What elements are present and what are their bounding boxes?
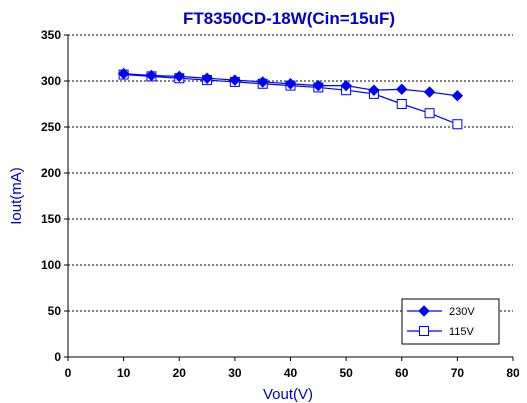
tick-labels: 0 50 100 150 200 250 300 350 0 10 20 30 40 50 60 70 80 xyxy=(41,28,520,380)
x-tick-label-40: 40 xyxy=(284,366,298,380)
y-tick-label-150: 150 xyxy=(41,212,61,226)
legend-marker-115v xyxy=(419,326,429,336)
data-point-230v-50 xyxy=(340,79,352,92)
legend-label-230v: 230V xyxy=(449,306,475,318)
x-tick-label-70: 70 xyxy=(451,366,465,380)
data-point-115v-70 xyxy=(452,119,463,130)
x-tick-label-20: 20 xyxy=(173,366,187,380)
x-tick-label-10: 10 xyxy=(117,366,131,380)
data-point-230v-45 xyxy=(312,79,325,92)
y-tick-label-0: 0 xyxy=(54,350,61,364)
data-point-230v-60 xyxy=(396,83,408,95)
data-point-230v-20 xyxy=(173,70,185,83)
data-point-230v-35 xyxy=(256,76,269,88)
data-point-115v-65 xyxy=(424,108,435,119)
legend-label-115v: 115V xyxy=(449,326,475,338)
y-tick-label-100: 100 xyxy=(41,258,61,272)
y-tick-label-300: 300 xyxy=(41,74,61,88)
axes xyxy=(64,34,514,361)
series xyxy=(117,67,464,130)
x-tick-label-50: 50 xyxy=(339,366,353,380)
x-tick-label-60: 60 xyxy=(395,366,409,380)
legend-box xyxy=(401,298,500,345)
data-point-230v-40 xyxy=(284,78,297,90)
legend-marker-230v xyxy=(418,305,430,317)
data-point-230v-15 xyxy=(145,69,158,82)
data-point-230v-55 xyxy=(368,84,380,96)
x-tick-label-30: 30 xyxy=(228,366,242,380)
data-point-230v-70 xyxy=(451,90,464,102)
data-point-230v-10 xyxy=(117,67,130,80)
data-point-230v-25 xyxy=(201,72,213,84)
data-point-115v-60 xyxy=(396,99,407,109)
y-tick-label-200: 200 xyxy=(41,166,61,180)
x-axis-label: Vout(V) xyxy=(263,386,313,403)
series-230v xyxy=(117,67,464,102)
y-tick-label-250: 250 xyxy=(41,120,61,134)
chart-title: FT8350CD-18W(Cin=15uF) xyxy=(183,9,395,28)
data-point-230v-30 xyxy=(229,74,241,86)
data-point-230v-65 xyxy=(423,86,436,98)
x-tick-label-80: 80 xyxy=(506,366,520,380)
legend: 230V 115V xyxy=(401,298,500,345)
y-tick-label-350: 350 xyxy=(41,28,61,42)
x-tick-label-0: 0 xyxy=(65,366,72,380)
grid xyxy=(68,34,513,312)
y-axis-label: Iout(mA) xyxy=(8,167,25,225)
y-tick-label-50: 50 xyxy=(48,304,62,318)
